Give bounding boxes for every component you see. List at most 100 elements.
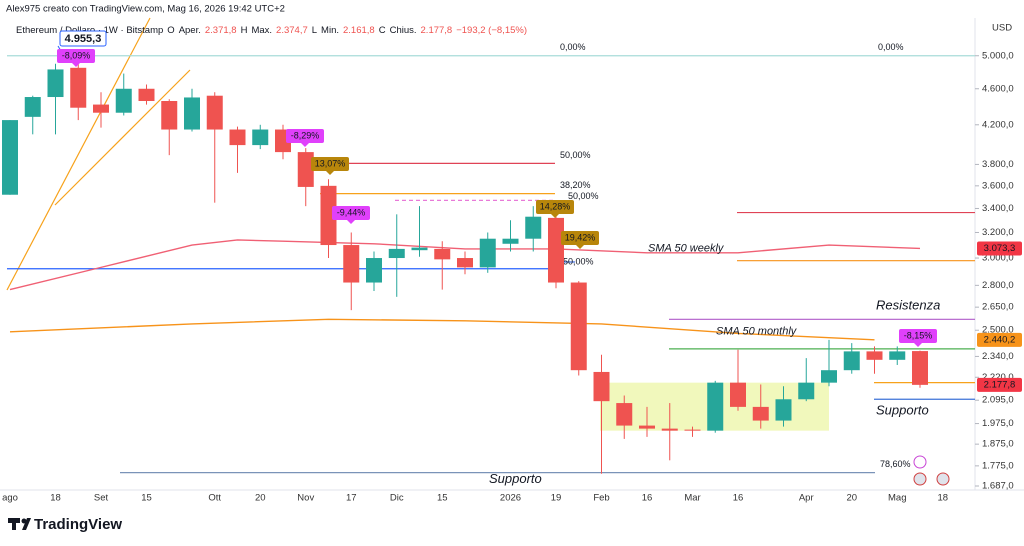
x-tick-label: 15: [141, 493, 152, 504]
candle-body: [184, 97, 200, 130]
sma-label: SMA 50 monthly: [716, 326, 798, 338]
level-label: 0,00%: [878, 42, 904, 52]
level-label: 0,00%: [560, 42, 586, 52]
price-tag-label: 2.177,8: [984, 379, 1016, 390]
candle-body: [297, 152, 314, 187]
stat-key: O: [167, 25, 174, 36]
candle-body: [457, 258, 473, 268]
change-label: 13,07%: [315, 158, 346, 168]
y-tick-label: 3.600,0: [982, 180, 1014, 191]
ath-label: 4.955,3: [65, 33, 102, 45]
y-tick-label: 1.875,0: [982, 439, 1014, 450]
stat-name: Min.: [321, 25, 339, 36]
change-label: -9,44%: [337, 207, 366, 217]
price-tag-label: 3.073,3: [984, 243, 1016, 254]
candle-body: [889, 351, 906, 360]
level-name: Supporto: [876, 403, 929, 418]
x-tick-label: 18: [50, 493, 61, 504]
x-tick-label: Apr: [799, 493, 814, 504]
stat-key: C: [379, 25, 386, 36]
candle-body: [616, 403, 633, 426]
candle-body: [639, 425, 655, 429]
candle-body: [661, 428, 678, 431]
x-tick-label: 18: [937, 493, 948, 504]
y-tick-label: 5.000,0: [982, 50, 1014, 61]
change-pointer: [72, 63, 80, 67]
level-name: Resistenza: [876, 298, 940, 313]
candle-body: [548, 217, 564, 283]
y-tick-label: 2.800,0: [982, 280, 1014, 291]
change-pointer: [914, 343, 922, 347]
change-pointer: [551, 214, 559, 218]
stat-value: 2.374,7: [276, 25, 308, 36]
change-pointer: [301, 143, 309, 147]
candle-body: [206, 95, 223, 130]
y-tick-label: 2.095,0: [982, 395, 1014, 406]
change-label: 19,42%: [565, 232, 596, 242]
x-tick-label: Ott: [208, 493, 221, 504]
stat-value: 2.177,8: [421, 25, 453, 36]
y-tick-label: 2.650,0: [982, 302, 1014, 313]
change-pointer: [576, 245, 584, 249]
stat-key: L: [312, 25, 317, 36]
y-tick-label: 1.687,0: [982, 481, 1014, 492]
candle-body: [525, 216, 542, 239]
stat-name: Max.: [251, 25, 272, 36]
candle-body: [821, 370, 837, 383]
x-tick-label: Mag: [888, 493, 906, 504]
y-tick-label: 2.500,0: [982, 325, 1014, 336]
change-box: [311, 157, 349, 171]
change-label: -8,09%: [62, 50, 91, 60]
stat-name: Aper.: [179, 25, 201, 36]
x-tick-label: Feb: [593, 493, 609, 504]
x-tick-label: 20: [255, 493, 266, 504]
change-label: 14,28%: [540, 201, 571, 211]
x-tick-label: 16: [733, 493, 744, 504]
candle-body: [593, 371, 610, 402]
candle-body: [434, 248, 451, 260]
candle-body: [684, 429, 701, 431]
unit-label: USD: [992, 23, 1012, 34]
trendline: [54, 69, 191, 206]
stat-name: Chius.: [390, 25, 417, 36]
y-tick-label: 1.975,0: [982, 418, 1014, 429]
change-box: [332, 206, 370, 220]
candle-body: [843, 351, 860, 371]
candle-body: [752, 406, 769, 421]
sma-line: [9, 318, 875, 341]
candle-body: [866, 351, 883, 360]
change-box: [899, 329, 937, 343]
price-tag: [977, 332, 1022, 347]
candle-body: [2, 120, 18, 195]
candle-body: [388, 248, 405, 259]
sma-label: SMA 50 weekly: [648, 242, 725, 254]
x-tick-label: Mar: [684, 493, 700, 504]
price-tag: [977, 377, 1022, 392]
event-icons: [913, 455, 950, 486]
stat-key: H: [241, 25, 248, 36]
candle-body: [320, 185, 337, 246]
symbol-title: Ethereum / Dollaro · 1W · Bitstamp: [16, 25, 163, 36]
change-box: [536, 200, 574, 214]
candle-body: [138, 88, 155, 102]
candle-body: [479, 238, 496, 268]
candle-body: [343, 245, 360, 283]
level-label: 38,20%: [560, 180, 591, 190]
candle-body: [161, 101, 178, 130]
legend: Ethereum / Dollaro · 1W · Bitstamp O Aper.…: [16, 25, 527, 36]
candle-body: [93, 104, 109, 113]
x-tick-label: Set: [94, 493, 109, 504]
price-tag-label: 2.440,2: [984, 334, 1016, 345]
stat-value: 2.371,8: [205, 25, 237, 36]
candle-body: [730, 382, 746, 407]
change-pointer: [347, 220, 355, 224]
y-tick-label: 3.400,0: [982, 203, 1014, 214]
x-tick-label: 20: [846, 493, 857, 504]
candle-body: [115, 88, 132, 113]
candle-body: [411, 247, 428, 251]
x-tick-label: 19: [551, 493, 562, 504]
y-tick-label: 3.800,0: [982, 159, 1014, 170]
price-tag: [977, 241, 1022, 256]
